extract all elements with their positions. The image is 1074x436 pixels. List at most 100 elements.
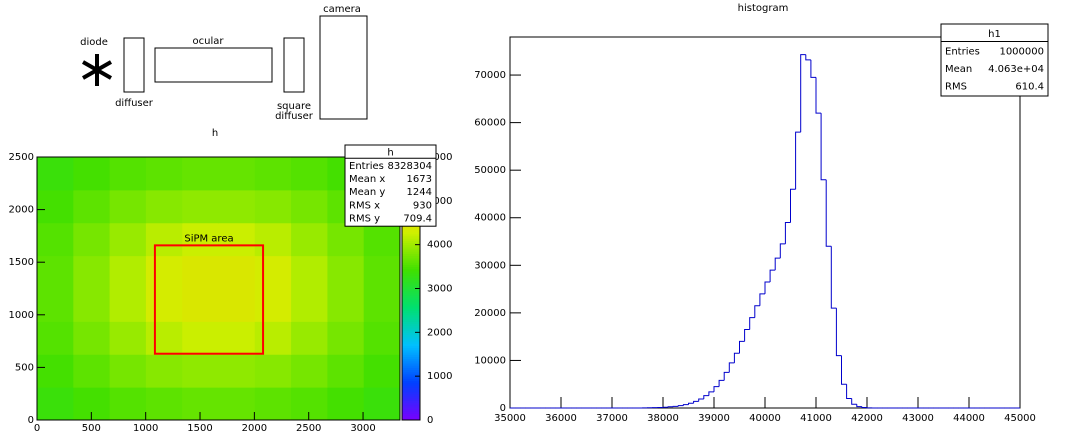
- heatmap-cell: [364, 256, 401, 289]
- x-tick-label: 36000: [545, 413, 577, 424]
- heatmap-cell: [37, 223, 74, 256]
- heatmap-cell: [291, 321, 328, 354]
- x-tick-label: 39000: [698, 413, 730, 424]
- z-tick-label: 4000: [427, 240, 452, 251]
- heatmap-cell: [182, 190, 219, 223]
- heatmap-cell: [37, 289, 74, 322]
- heatmap-cell: [146, 289, 183, 322]
- heatmap-cell: [146, 321, 183, 354]
- stats-value: 1244: [407, 187, 432, 198]
- heatmap-cell: [291, 223, 328, 256]
- heatmap-cell: [73, 289, 110, 322]
- stats-label: RMS: [945, 81, 967, 92]
- z-tick-label: 3000: [427, 284, 452, 295]
- heatmap-cell: [327, 321, 364, 354]
- stats-title: h: [387, 148, 393, 159]
- chart-title: h: [212, 128, 218, 139]
- x-tick-label: 35000: [494, 413, 526, 424]
- heatmap-cell: [146, 223, 183, 256]
- x-tick-label: 1500: [187, 423, 212, 434]
- stats-label: Entries: [349, 161, 384, 172]
- heatmap-cell: [110, 354, 147, 387]
- heatmap-cell: [37, 256, 74, 289]
- heatmap-cell: [146, 256, 183, 289]
- camera-label: camera: [323, 4, 361, 15]
- y-tick-label: 40000: [474, 213, 506, 224]
- heatmap-cell: [364, 321, 401, 354]
- z-tick-label: 2000: [427, 327, 452, 338]
- heatmap-cell: [327, 387, 364, 420]
- x-tick-label: 41000: [800, 413, 832, 424]
- heatmap-cell: [110, 157, 147, 190]
- heatmap-cell: [291, 256, 328, 289]
- y-tick-label: 10000: [474, 355, 506, 366]
- z-tick-label: 0: [427, 415, 433, 426]
- y-tick-label: 70000: [474, 70, 506, 81]
- heatmap-cell: [219, 387, 256, 420]
- heatmap-cell: [219, 354, 256, 387]
- heatmap-cell: [73, 157, 110, 190]
- heatmap-cell: [255, 387, 292, 420]
- heatmap-cell: [291, 289, 328, 322]
- diode-label: diode: [80, 37, 108, 48]
- canvas: diode diffuser ocular square diffuser ca…: [0, 0, 1074, 436]
- x-tick-label: 500: [82, 423, 101, 434]
- heatmap-cell: [37, 354, 74, 387]
- heatmap-cell: [37, 190, 74, 223]
- x-tick-label: 1000: [133, 423, 158, 434]
- heatmap-cell: [291, 190, 328, 223]
- heatmap-cell: [146, 354, 183, 387]
- heatmap-cell: [327, 289, 364, 322]
- heatmap-cell: [146, 190, 183, 223]
- heatmap-cell: [255, 321, 292, 354]
- stats-value: 1673: [407, 174, 432, 185]
- x-tick-label: 2000: [242, 423, 267, 434]
- x-tick-label: 43000: [902, 413, 934, 424]
- heatmap-cell: [146, 157, 183, 190]
- x-tick-label: 45000: [1004, 413, 1036, 424]
- x-tick-label: 3000: [350, 423, 375, 434]
- heatmap-cell: [182, 354, 219, 387]
- heatmap-cell: [110, 190, 147, 223]
- y-tick-label: 0: [28, 415, 34, 426]
- y-tick-label: 2000: [9, 205, 34, 216]
- ocular-label: ocular: [193, 36, 225, 47]
- x-tick-label: 2500: [296, 423, 321, 434]
- heatmap-cell: [364, 223, 401, 256]
- heatmap-cell: [182, 321, 219, 354]
- heatmap-cell: [73, 256, 110, 289]
- heatmap-cell: [364, 354, 401, 387]
- x-tick-label: 40000: [749, 413, 781, 424]
- heatmap-cell: [73, 190, 110, 223]
- stats-value: 610.4: [1015, 81, 1044, 92]
- heatmap-cell: [182, 387, 219, 420]
- stats-value: 930: [413, 200, 432, 211]
- stats-label: Mean x: [349, 174, 385, 185]
- heatmap-cell: [73, 354, 110, 387]
- heatmap-cell: [110, 321, 147, 354]
- heatmap-cell: [73, 321, 110, 354]
- y-tick-label: 2500: [9, 152, 34, 163]
- heatmap-cell: [255, 223, 292, 256]
- stats-label: Mean y: [349, 187, 385, 198]
- heatmap-cell: [327, 354, 364, 387]
- y-tick-label: 20000: [474, 308, 506, 319]
- heatmap-cell: [110, 256, 147, 289]
- y-tick-label: 500: [15, 362, 34, 373]
- square-diffuser-label: diffuser: [275, 111, 314, 122]
- heatmap-cell: [327, 256, 364, 289]
- heatmap-cell: [110, 289, 147, 322]
- heatmap-cell: [37, 387, 74, 420]
- annotation-label: SiPM area: [184, 233, 233, 244]
- heatmap-cell: [291, 354, 328, 387]
- diffuser-label: diffuser: [115, 98, 154, 109]
- y-tick-label: 0: [500, 403, 506, 414]
- heatmap-cell: [255, 157, 292, 190]
- x-tick-label: 42000: [851, 413, 883, 424]
- z-tick-label: 1000: [427, 371, 452, 382]
- heatmap-cell: [327, 223, 364, 256]
- y-tick-label: 50000: [474, 165, 506, 176]
- heatmap-cell: [219, 157, 256, 190]
- y-tick-label: 30000: [474, 260, 506, 271]
